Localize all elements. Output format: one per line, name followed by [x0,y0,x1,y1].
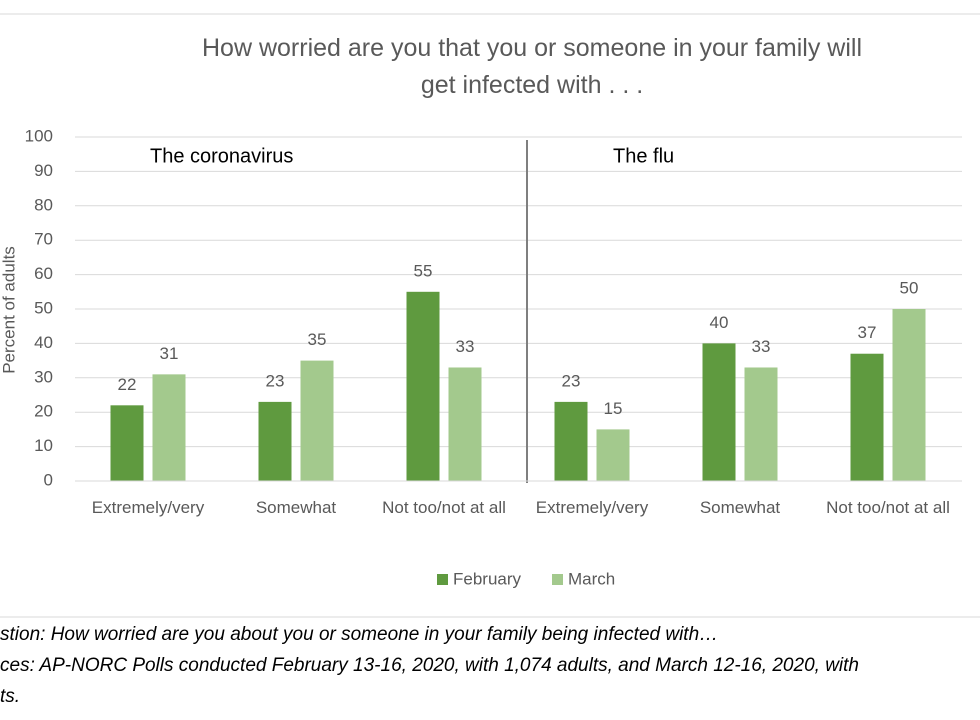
bar [554,401,588,481]
bar [744,367,778,481]
y-tick-label: 20 [34,402,53,421]
y-tick-label: 40 [34,333,53,352]
note: stion: How worried are you about you or … [0,624,719,645]
data-label: 31 [160,344,179,363]
y-tick-label: 30 [34,367,53,386]
panel-title: The flu [613,145,674,167]
x-tick-label: Somewhat [699,498,781,517]
data-label: 33 [752,337,771,356]
note: ts. [0,686,21,707]
x-tick-label: Not too/not at all [382,498,506,517]
data-label: 22 [118,375,137,394]
x-tick-label: Extremely/very [535,498,649,517]
x-tick-label: Somewhat [255,498,337,517]
legend-label: February [453,569,522,588]
y-tick-label: 100 [25,126,53,145]
bar [258,401,292,481]
panel-title: The coronavirus [150,145,293,167]
data-label: 33 [456,337,475,356]
bar [702,343,736,481]
bar [300,360,334,481]
legend-label: March [568,569,615,588]
data-label: 35 [308,330,327,349]
data-label: 50 [900,278,919,297]
bar [850,353,884,481]
bar [448,367,482,481]
bar [110,405,144,481]
bar [152,374,186,481]
y-tick-label: 0 [44,470,53,489]
data-label: 23 [266,371,285,390]
y-tick-label: 50 [34,298,53,317]
data-label: 40 [710,313,729,332]
y-tick-label: 60 [34,264,53,283]
y-axis-label: Percent of adults [0,246,18,374]
y-tick-label: 70 [34,230,53,249]
data-label: 23 [562,371,581,390]
legend-swatch [437,574,448,585]
bar [892,309,926,481]
bar [406,291,440,481]
data-label: 15 [604,399,623,418]
x-tick-label: Not too/not at all [826,498,950,517]
data-label: 37 [858,323,877,342]
note: ces: AP-NORC Polls conducted February 13… [0,655,859,676]
y-tick-label: 10 [34,436,53,455]
bar [596,429,630,481]
y-tick-label: 80 [34,195,53,214]
data-label: 55 [414,261,433,280]
legend-swatch [552,574,563,585]
y-tick-label: 90 [34,161,53,180]
x-tick-label: Extremely/very [91,498,205,517]
chart-title: How worried are you that you or someone … [202,34,862,99]
